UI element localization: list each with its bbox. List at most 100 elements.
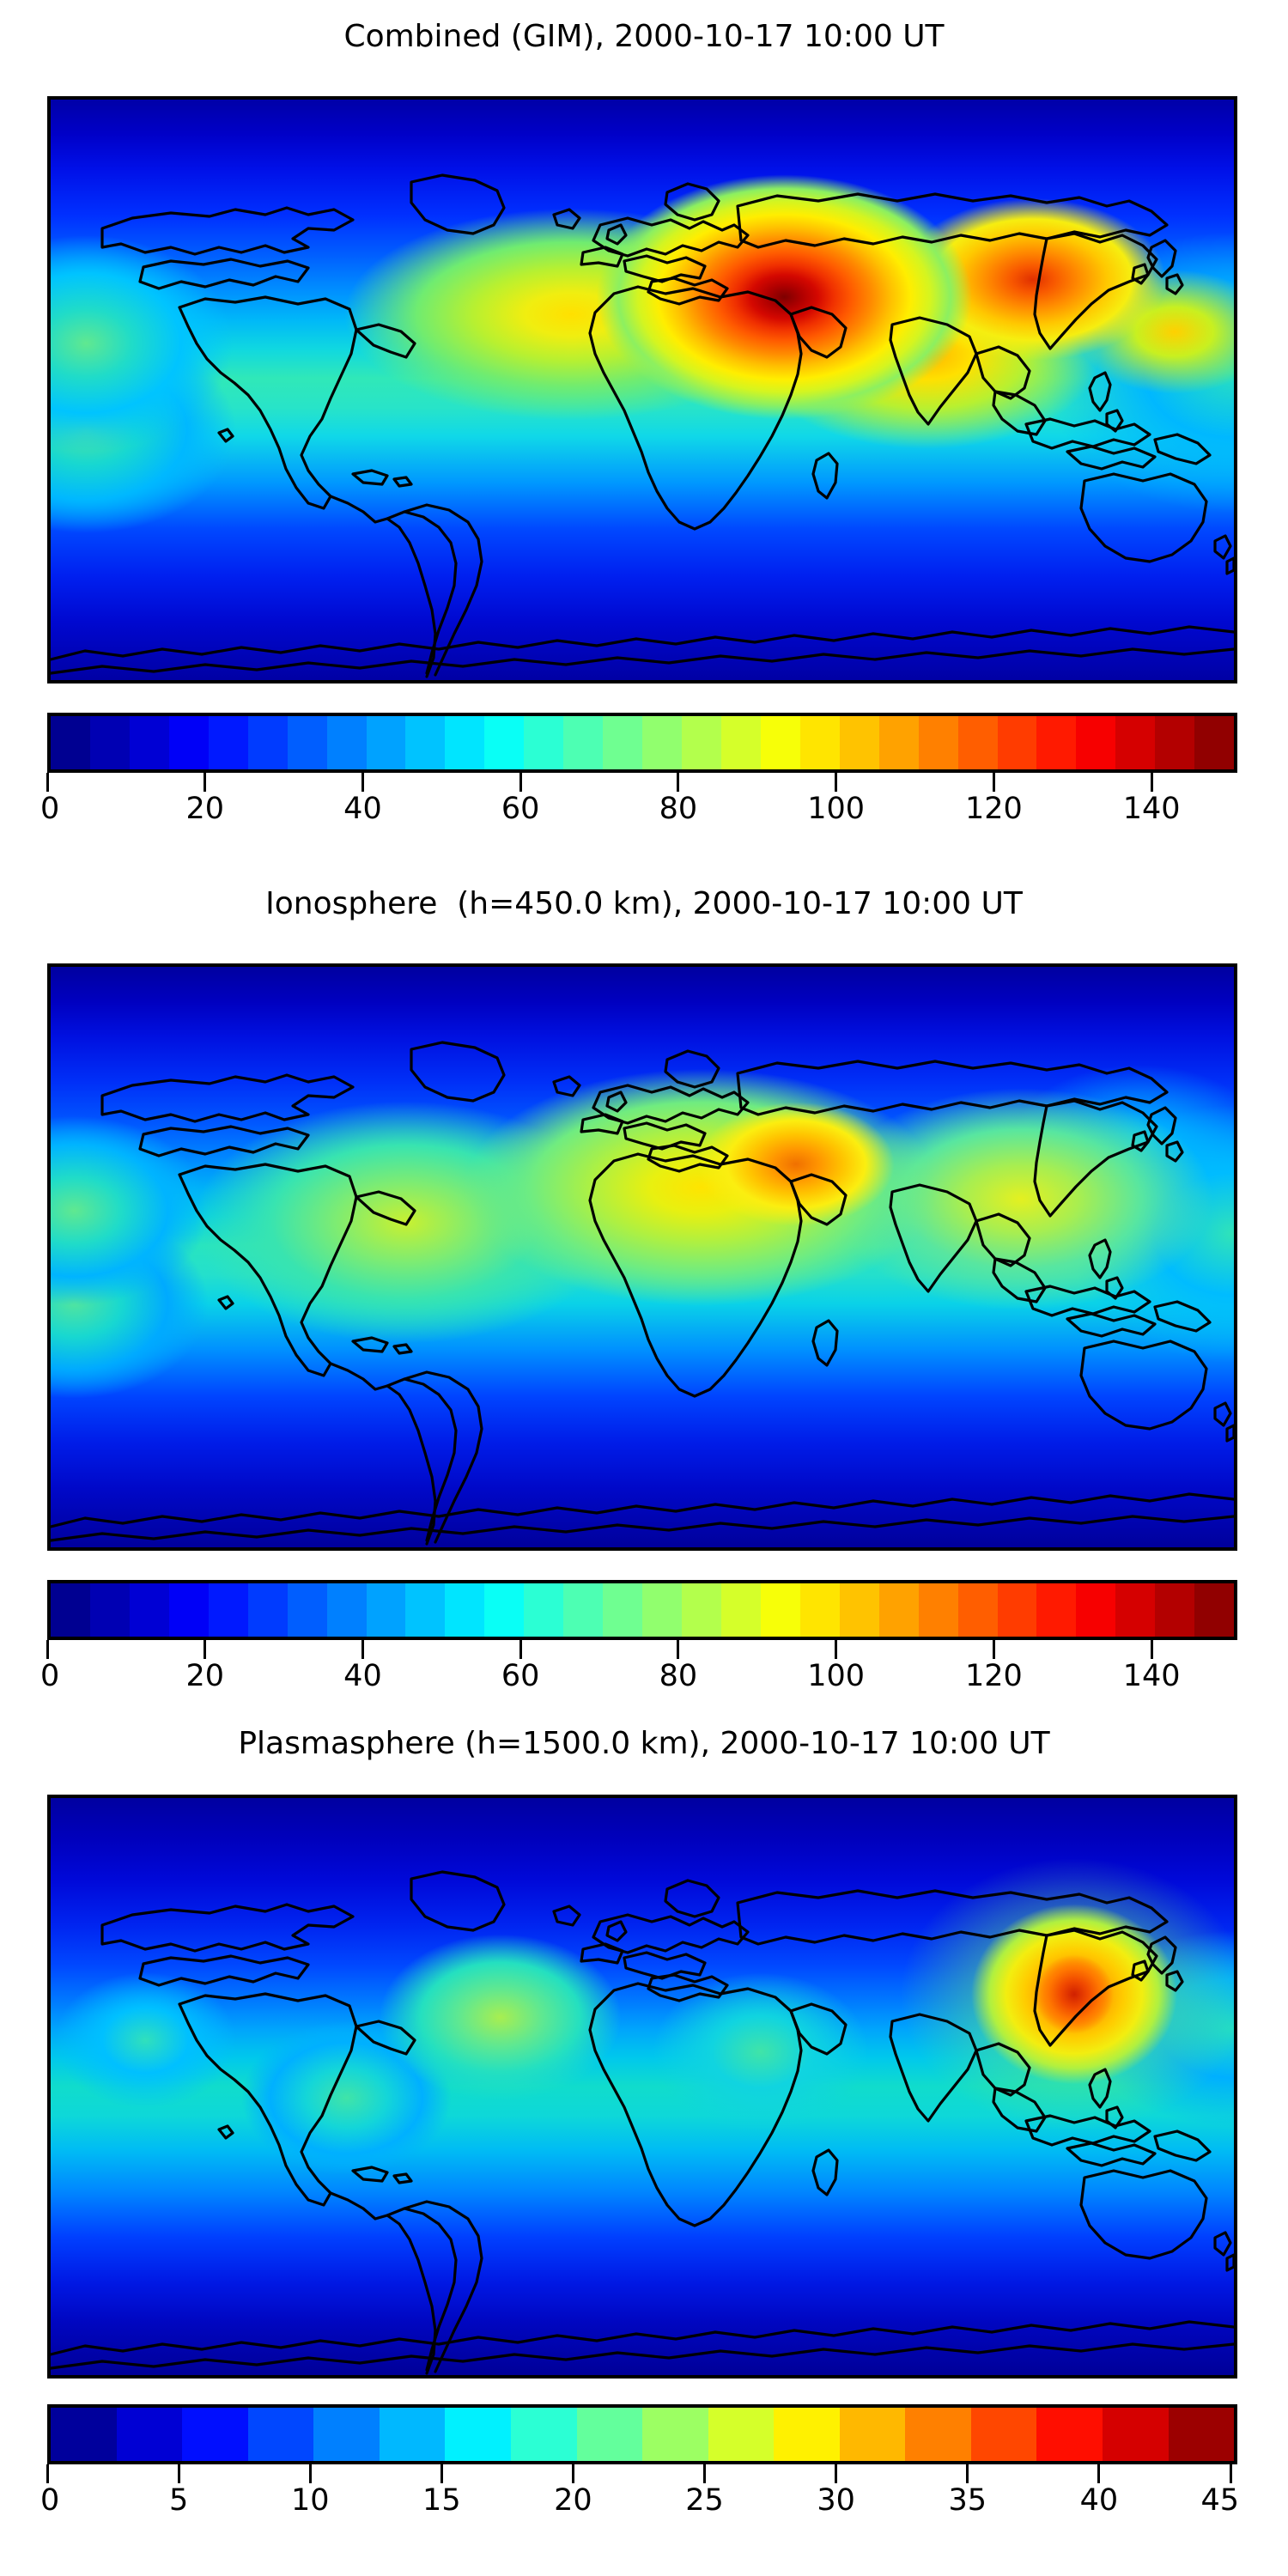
colorbar-tick: [571, 2464, 574, 2483]
colorbar-tick-label: 30: [817, 2483, 855, 2518]
colorbar-segment: [89, 716, 130, 769]
colorbar-segment: [445, 2408, 511, 2461]
colorbar-tick-label: 40: [1079, 2483, 1119, 2518]
colorbar-segment: [129, 1583, 169, 1637]
tec-field-base: [51, 1798, 1234, 2375]
colorbar-tick-label: 0: [40, 1659, 60, 1693]
colorbar-segment: [1036, 716, 1077, 769]
colorbar-tick-label: 45: [1200, 2483, 1239, 2518]
map-axes-ionosphere: [47, 963, 1237, 1551]
colorbar-tick: [1229, 2464, 1232, 2483]
colorbar-segment: [957, 716, 998, 769]
colorbar-segment: [603, 716, 643, 769]
colorbar-segment: [918, 1583, 958, 1637]
colorbar-tick: [519, 773, 522, 792]
map-field-combined: [51, 100, 1234, 680]
colorbar-segment: [208, 716, 248, 769]
colorbar-tick: [992, 1640, 995, 1659]
colorbar-segment: [366, 1583, 406, 1637]
colorbar-segment: [510, 2408, 577, 2461]
tec-field-base: [51, 967, 1234, 1547]
colorbar-tick: [361, 1640, 364, 1659]
colorbar-segment: [799, 716, 840, 769]
map-field-ionosphere: [51, 967, 1234, 1547]
colorbar-segment: [720, 1583, 761, 1637]
colorbar-tick-label: 20: [185, 1659, 224, 1693]
colorbar-segment: [168, 716, 209, 769]
colorbar-segment: [182, 2408, 248, 2461]
colorbar-tick-label: 0: [40, 792, 60, 826]
colorbar-segment: [642, 2408, 708, 2461]
colorbar-segment: [287, 716, 327, 769]
colorbar-segment: [445, 1583, 485, 1637]
colorbar-tick-label: 35: [948, 2483, 987, 2518]
colorbar-tick-label: 20: [185, 792, 224, 826]
colorbar-segment: [405, 716, 446, 769]
colorbar-segment: [129, 716, 169, 769]
colorbar-tick: [835, 2464, 838, 2483]
colorbar-segment: [839, 716, 879, 769]
coastline-overlay-combined: [51, 100, 1234, 680]
colorbar-combined: 0 20 40 60 80 100 120 140: [40, 713, 1237, 831]
colorbar-gradient-plasmasphere: [47, 2404, 1237, 2464]
colorbar-ticks-ionosphere: [44, 1640, 1234, 1659]
colorbar-tick: [1097, 2464, 1101, 2483]
colorbar-ticks-combined: [44, 773, 1234, 792]
colorbar-segment: [51, 1583, 90, 1637]
colorbar-segment: [682, 1583, 721, 1637]
coastline-overlay-plasmasphere: [51, 1798, 1234, 2375]
panel-title-plasmasphere: Plasmasphere (h=1500.0 km), 2000-10-17 1…: [238, 1726, 1050, 1761]
colorbar-segment: [1194, 716, 1235, 769]
colorbar-tick: [992, 773, 995, 792]
colorbar-segment: [905, 2408, 971, 2461]
colorbar-labels-plasmasphere: 0 5 10 15 20 25 30 35 40 45: [40, 2483, 1239, 2523]
colorbar-segment: [484, 716, 525, 769]
colorbar-tick-label: 25: [685, 2483, 724, 2518]
colorbar-tick-label: 60: [501, 792, 540, 826]
colorbar-plasmasphere: 0 5 10 15 20 25 30 35 40 45: [40, 2404, 1239, 2523]
colorbar-segment: [1115, 1583, 1156, 1637]
colorbar-tick-label: 100: [807, 792, 866, 826]
colorbar-tick: [177, 2464, 180, 2483]
colorbar-tick: [835, 773, 838, 792]
colorbar-segment: [760, 716, 800, 769]
colorbar-tick-label: 80: [659, 792, 698, 826]
panel-title-combined: Combined (GIM), 2000-10-17 10:00 UT: [343, 19, 945, 54]
colorbar-segment: [445, 716, 485, 769]
colorbar-tick-label: 5: [168, 2483, 189, 2518]
colorbar-tick: [519, 1640, 522, 1659]
colorbar-segment: [1103, 2408, 1169, 2461]
colorbar-segment: [326, 1583, 367, 1637]
colorbar-segment: [1168, 2408, 1235, 2461]
colorbar-tick-label: 10: [290, 2483, 330, 2518]
colorbar-tick-label: 140: [1122, 1659, 1181, 1693]
colorbar-tick: [46, 2464, 49, 2483]
colorbar-segment: [970, 2408, 1037, 2461]
colorbar-segment: [1155, 716, 1195, 769]
colorbar-segment: [524, 1583, 564, 1637]
colorbar-tick: [1150, 1640, 1153, 1659]
colorbar-segment: [708, 2408, 775, 2461]
colorbar-tick-label: 15: [422, 2483, 461, 2518]
colorbar-segment: [682, 716, 721, 769]
colorbar-tick: [1150, 773, 1153, 792]
colorbar-segment: [774, 2408, 840, 2461]
colorbar-segment: [997, 1583, 1037, 1637]
colorbar-segment: [1076, 1583, 1116, 1637]
colorbar-tick: [835, 1640, 838, 1659]
colorbar-tick: [677, 773, 680, 792]
colorbar-segment: [603, 1583, 643, 1637]
colorbar-segment: [208, 1583, 248, 1637]
colorbar-segment: [839, 1583, 879, 1637]
colorbar-segment: [366, 716, 406, 769]
colorbar-segment: [1036, 2408, 1103, 2461]
colorbar-segment: [1115, 716, 1156, 769]
colorbar-tick: [204, 1640, 207, 1659]
colorbar-segment: [247, 716, 288, 769]
colorbar-tick-label: 20: [554, 2483, 592, 2518]
colorbar-tick: [46, 1640, 49, 1659]
panel-title-ionosphere: Ionosphere (h=450.0 km), 2000-10-17 10:0…: [265, 886, 1023, 921]
colorbar-segment: [997, 716, 1037, 769]
colorbar-tick-label: 100: [807, 1659, 866, 1693]
